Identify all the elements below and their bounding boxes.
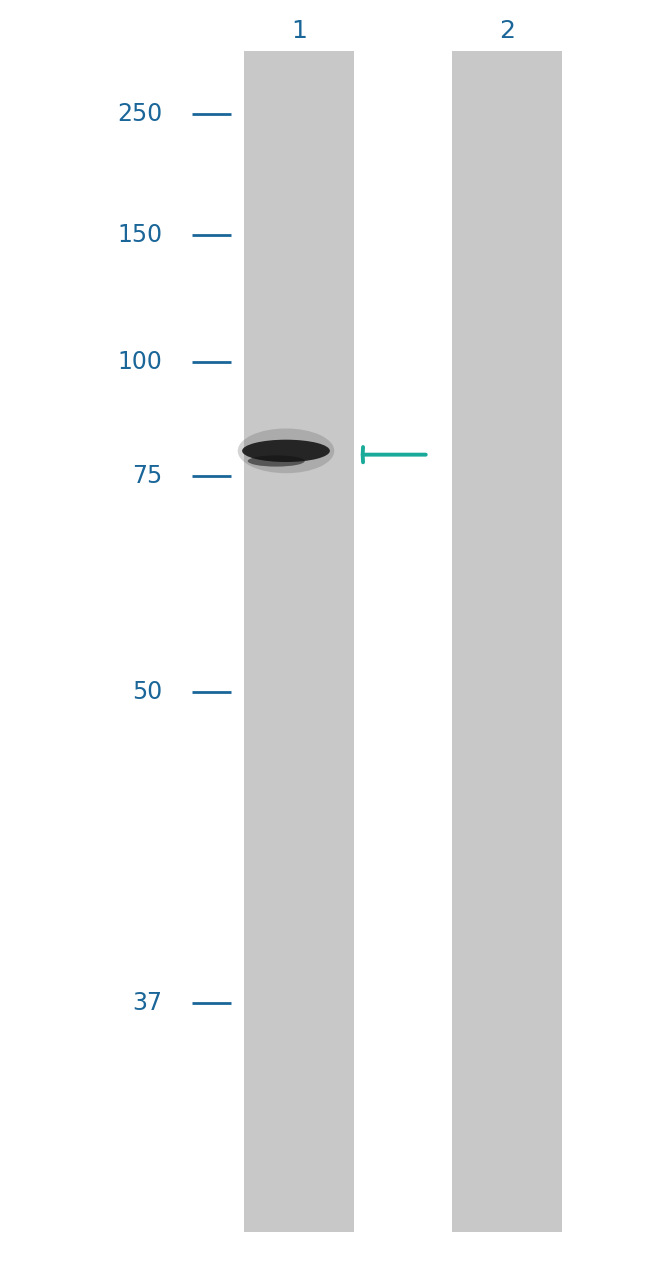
Bar [244,51,354,1232]
Text: 250: 250 [117,103,162,126]
Text: 1: 1 [291,19,307,43]
Text: 75: 75 [132,465,162,488]
Text: 100: 100 [118,351,162,373]
Text: 37: 37 [133,992,162,1015]
Ellipse shape [248,456,305,466]
Text: 150: 150 [118,224,162,246]
Ellipse shape [238,428,334,474]
Text: 2: 2 [499,19,515,43]
Text: 50: 50 [132,681,162,704]
Bar [452,51,562,1232]
Ellipse shape [242,439,330,462]
